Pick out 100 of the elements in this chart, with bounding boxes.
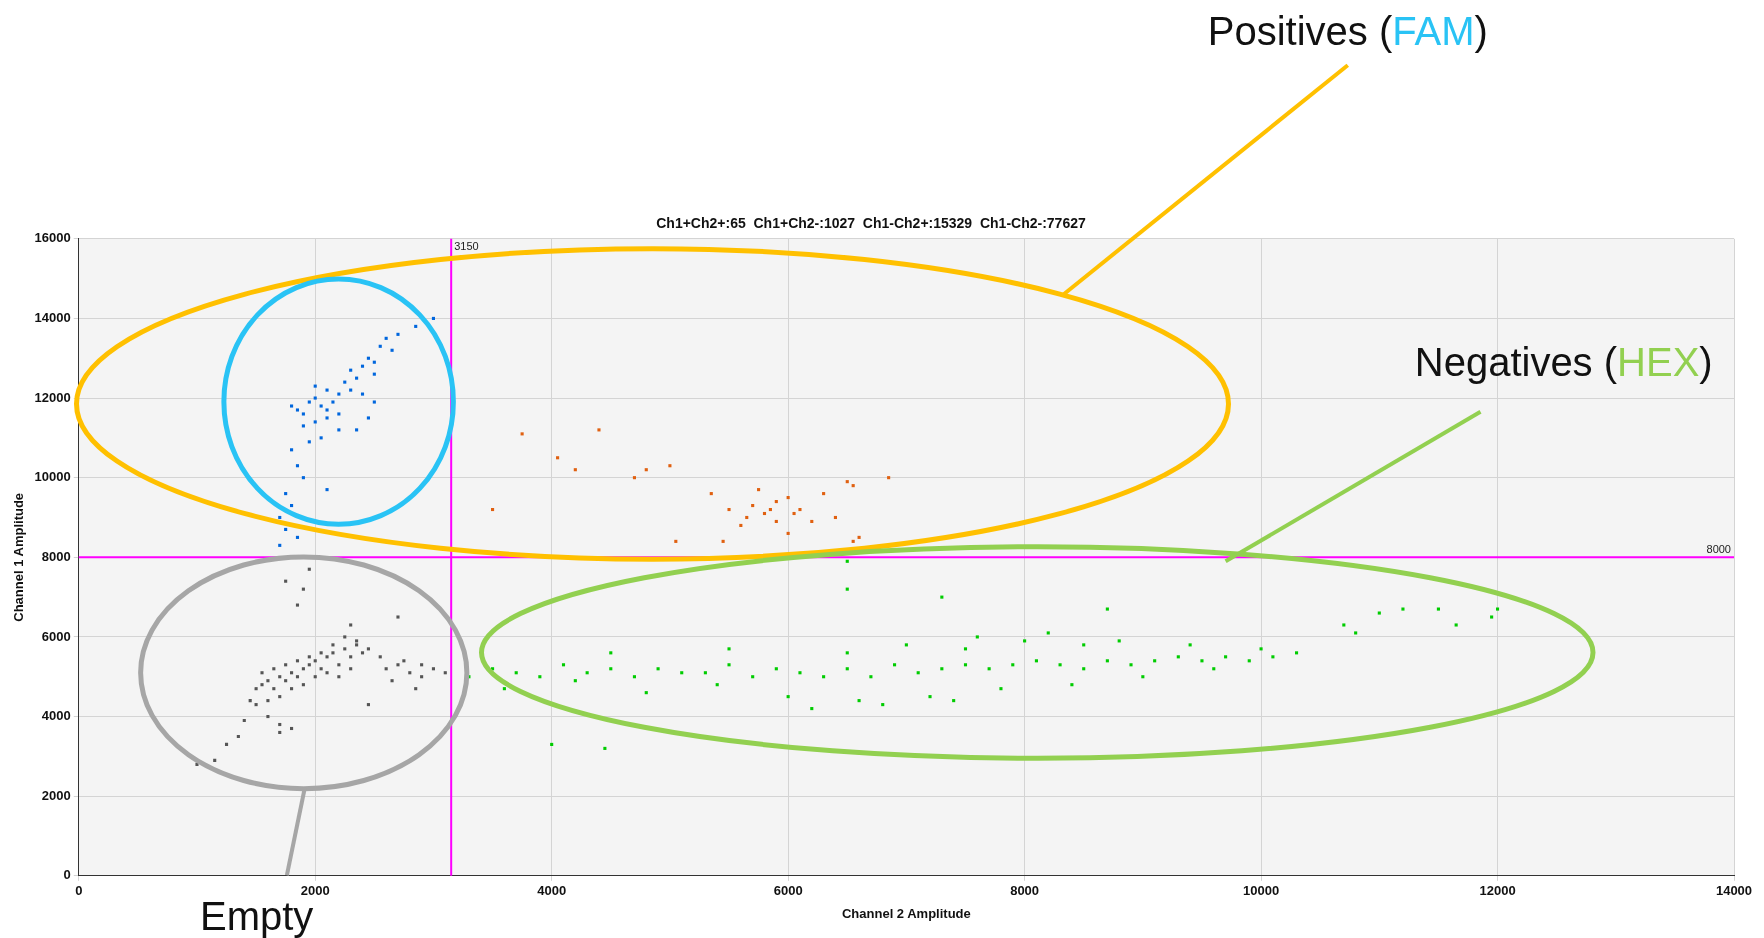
point: [431, 316, 435, 320]
point: [751, 503, 755, 508]
point: [372, 400, 376, 404]
x-tick-label: 2000: [300, 883, 330, 899]
point: [313, 396, 317, 400]
point: [278, 543, 282, 547]
point: [337, 428, 341, 432]
point: [384, 336, 388, 340]
point: [355, 376, 359, 380]
point: [349, 388, 353, 392]
y-tick-label: 10000: [34, 469, 71, 485]
point: [360, 392, 365, 396]
point: [301, 424, 305, 428]
point: [887, 476, 891, 480]
point: [319, 404, 323, 408]
y-tick-label: 12000: [34, 389, 71, 405]
point: [337, 412, 341, 416]
point: [668, 464, 672, 468]
point: [301, 412, 305, 416]
point: [284, 527, 288, 531]
y-tick-label: 8000: [41, 548, 71, 564]
point: [768, 507, 772, 512]
point: [851, 484, 855, 488]
point: [762, 511, 767, 516]
point: [325, 488, 329, 492]
point: [319, 436, 323, 440]
point: [295, 408, 300, 412]
point: [325, 388, 329, 392]
point: [355, 428, 359, 432]
point: [857, 535, 861, 539]
point: [833, 515, 837, 520]
point: [786, 496, 790, 500]
point: [491, 507, 495, 512]
point: [372, 372, 376, 376]
point: [745, 515, 749, 520]
y-tick-label: 6000: [41, 628, 71, 644]
point: [597, 428, 601, 432]
x-tick-label: 4000: [537, 883, 567, 899]
chart-title: Ch1+Ch2+:65 Ch1+Ch2-:1027 Ch1-Ch2+:15329 Ch1-Ch2-:77627: [656, 215, 1086, 232]
point: [313, 384, 317, 388]
point: [414, 324, 418, 328]
y-tick-label: 2000: [41, 787, 71, 803]
point: [573, 468, 577, 472]
point: [284, 492, 288, 496]
annotation: Negatives (HEX): [1414, 339, 1713, 385]
point: [337, 392, 341, 396]
point: [390, 348, 394, 352]
point: [792, 511, 796, 516]
y-tick-label: 14000: [34, 310, 71, 325]
y-tick-label: 16000: [34, 230, 71, 246]
point: [372, 360, 376, 364]
point: [290, 448, 294, 452]
point: [325, 408, 329, 412]
x-axis-title: Channel 2 Amplitude: [841, 905, 971, 921]
point: [396, 332, 400, 336]
point: [757, 488, 761, 492]
point: [798, 507, 802, 512]
point: [290, 404, 294, 408]
point: [307, 400, 311, 404]
point: [810, 519, 814, 524]
point: [644, 468, 648, 472]
point: [851, 539, 855, 543]
point: [727, 507, 731, 512]
point: [739, 523, 743, 528]
text: Positives (FAM): [1207, 9, 1488, 54]
point: [307, 440, 311, 444]
x-tick-label: 12000: [1479, 883, 1516, 899]
point: [845, 480, 849, 484]
point: [343, 380, 347, 384]
x-tick-label: 10000: [1242, 883, 1280, 899]
point: [366, 356, 370, 360]
point: [632, 476, 636, 480]
ref-line-label: 8000: [1706, 542, 1731, 555]
point: [786, 531, 790, 535]
point: [325, 416, 329, 420]
point: [349, 368, 353, 372]
point: [520, 432, 524, 436]
point: [301, 476, 305, 480]
point: [295, 464, 300, 468]
point: [295, 535, 300, 539]
point: [721, 539, 725, 543]
point: [313, 420, 317, 424]
point: [290, 503, 294, 508]
ref-line-label: 3150: [454, 240, 479, 253]
point: [378, 344, 382, 348]
point: [366, 416, 370, 420]
y-tick-label: 0: [63, 867, 71, 883]
x-tick-label: 6000: [773, 883, 803, 899]
point: [331, 400, 335, 404]
point: [360, 364, 365, 368]
x-tick-label: 14000: [1715, 883, 1753, 899]
point: [774, 519, 778, 524]
x-tick-label: 0: [75, 883, 83, 899]
point: [774, 500, 778, 504]
point: [709, 492, 713, 496]
x-tick-label: 8000: [1010, 883, 1040, 899]
y-tick-label: 4000: [41, 708, 71, 724]
point: [822, 492, 826, 496]
point: [556, 456, 560, 460]
y-axis-title: Channel 1 Amplitude: [11, 492, 27, 622]
